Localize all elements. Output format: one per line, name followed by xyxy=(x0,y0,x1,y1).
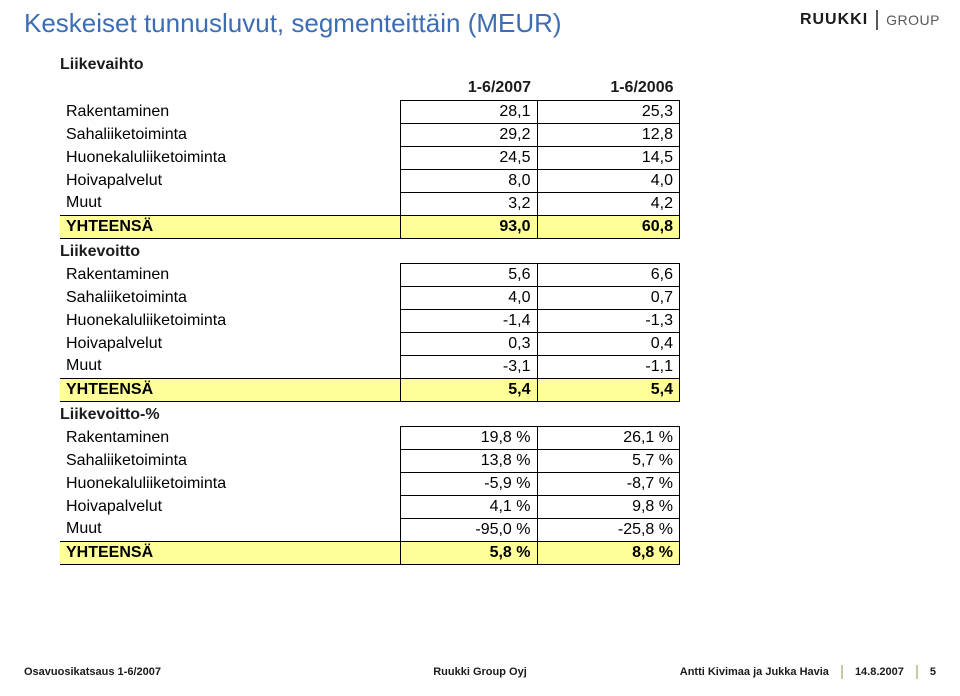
cell-value: 3,2 xyxy=(401,192,537,215)
cell-value: -25,8 % xyxy=(537,518,680,541)
row-label: Huonekaluliiketoiminta xyxy=(60,309,401,332)
section-label-liikevaihto: Liikevaihto xyxy=(60,56,680,74)
row-label: Sahaliiketoiminta xyxy=(60,123,401,146)
cell-value: 12,8 xyxy=(537,123,680,146)
cell-value: 24,5 xyxy=(401,146,537,169)
logo-brand: RUUKKI xyxy=(800,11,868,29)
row-label-total: YHTEENSÄ xyxy=(60,215,401,238)
cell-value: 5,7 % xyxy=(537,449,680,472)
cell-value: 4,0 xyxy=(401,286,537,309)
cell-value: 25,3 xyxy=(537,100,680,123)
cell-value-total: 5,8 % xyxy=(401,541,537,564)
row-label: Hoivapalvelut xyxy=(60,495,401,518)
table-row-total: YHTEENSÄ 93,0 60,8 xyxy=(60,215,680,238)
cell-value: -8,7 % xyxy=(537,472,680,495)
row-label-total: YHTEENSÄ xyxy=(60,541,401,564)
cell-value: 4,0 xyxy=(537,169,680,192)
cell-value: 26,1 % xyxy=(537,426,680,449)
cell-value: 4,2 xyxy=(537,192,680,215)
footer-right: Antti Kivimaa ja Jukka Havia 14.8.2007 5 xyxy=(680,665,936,679)
cell-value: 13,8 % xyxy=(401,449,537,472)
row-label: Hoivapalvelut xyxy=(60,169,401,192)
footer-center: Ruukki Group Oyj xyxy=(433,666,527,678)
row-label: Muut xyxy=(60,518,401,541)
col-header-1: 1-6/2007 xyxy=(401,76,537,100)
table-row: Sahaliiketoiminta 4,0 0,7 xyxy=(60,286,680,309)
cell-value: -95,0 % xyxy=(401,518,537,541)
cell-value: -1,3 xyxy=(537,309,680,332)
cell-value: 14,5 xyxy=(537,146,680,169)
tables-container: Liikevaihto 1-6/2007 1-6/2006 Rakentamin… xyxy=(60,52,680,565)
table-row: Huonekaluliiketoiminta -5,9 % -8,7 % xyxy=(60,472,680,495)
section-label-liikevoitto: Liikevoitto xyxy=(60,243,680,261)
col-header-2: 1-6/2006 xyxy=(537,76,680,100)
row-label: Rakentaminen xyxy=(60,263,401,286)
cell-value: -3,1 xyxy=(401,355,537,378)
table-row: Huonekaluliiketoiminta -1,4 -1,3 xyxy=(60,309,680,332)
section-label-liikevoitto-pct: Liikevoitto-% xyxy=(60,406,680,424)
cell-value-total: 5,4 xyxy=(401,378,537,401)
table-row: Hoivapalvelut 8,0 4,0 xyxy=(60,169,680,192)
row-label: Muut xyxy=(60,355,401,378)
table-row-total: YHTEENSÄ 5,4 5,4 xyxy=(60,378,680,401)
cell-value: 8,0 xyxy=(401,169,537,192)
table-row: Muut -3,1 -1,1 xyxy=(60,355,680,378)
table-row-total: YHTEENSÄ 5,8 % 8,8 % xyxy=(60,541,680,564)
table-row: Muut -95,0 % -25,8 % xyxy=(60,518,680,541)
table-liikevoitto: Rakentaminen 5,6 6,6 Sahaliiketoiminta 4… xyxy=(60,263,680,402)
cell-value: 0,3 xyxy=(401,332,537,355)
footer-authors: Antti Kivimaa ja Jukka Havia xyxy=(680,666,829,678)
footer-divider-icon xyxy=(841,665,843,679)
footer-page: 5 xyxy=(930,666,936,678)
table-row: Sahaliiketoiminta 13,8 % 5,7 % xyxy=(60,449,680,472)
cell-value: 6,6 xyxy=(537,263,680,286)
footer-divider-icon xyxy=(916,665,918,679)
cell-value-total: 93,0 xyxy=(401,215,537,238)
cell-value: 19,8 % xyxy=(401,426,537,449)
table-row: Sahaliiketoiminta 29,2 12,8 xyxy=(60,123,680,146)
cell-value: 0,4 xyxy=(537,332,680,355)
table-header-row: 1-6/2007 1-6/2006 xyxy=(60,76,680,100)
row-label-total: YHTEENSÄ xyxy=(60,378,401,401)
row-label: Hoivapalvelut xyxy=(60,332,401,355)
logo-divider-icon xyxy=(876,10,878,30)
table-liikevaihto: 1-6/2007 1-6/2006 Rakentaminen 28,1 25,3… xyxy=(60,76,680,239)
cell-value: 4,1 % xyxy=(401,495,537,518)
table-row: Rakentaminen 19,8 % 26,1 % xyxy=(60,426,680,449)
footer-left: Osavuosikatsaus 1-6/2007 xyxy=(24,666,161,678)
table-row: Hoivapalvelut 4,1 % 9,8 % xyxy=(60,495,680,518)
row-label: Muut xyxy=(60,192,401,215)
table-row: Rakentaminen 28,1 25,3 xyxy=(60,100,680,123)
table-row: Hoivapalvelut 0,3 0,4 xyxy=(60,332,680,355)
footer: Osavuosikatsaus 1-6/2007 Ruukki Group Oy… xyxy=(0,660,960,684)
cell-value: -1,1 xyxy=(537,355,680,378)
cell-value: 5,6 xyxy=(401,263,537,286)
table-row: Huonekaluliiketoiminta 24,5 14,5 xyxy=(60,146,680,169)
cell-value-total: 5,4 xyxy=(537,378,680,401)
footer-date: 14.8.2007 xyxy=(855,666,904,678)
row-label: Huonekaluliiketoiminta xyxy=(60,146,401,169)
row-label: Sahaliiketoiminta xyxy=(60,286,401,309)
row-label: Rakentaminen xyxy=(60,100,401,123)
cell-value-total: 60,8 xyxy=(537,215,680,238)
row-label: Huonekaluliiketoiminta xyxy=(60,472,401,495)
page-title: Keskeiset tunnusluvut, segmenteittäin (M… xyxy=(24,8,562,39)
cell-value: -1,4 xyxy=(401,309,537,332)
row-label: Sahaliiketoiminta xyxy=(60,449,401,472)
cell-value: 28,1 xyxy=(401,100,537,123)
cell-value: 0,7 xyxy=(537,286,680,309)
cell-value: 9,8 % xyxy=(537,495,680,518)
cell-value-total: 8,8 % xyxy=(537,541,680,564)
row-label: Rakentaminen xyxy=(60,426,401,449)
table-row: Muut 3,2 4,2 xyxy=(60,192,680,215)
cell-value: 29,2 xyxy=(401,123,537,146)
logo-group: RUUKKI GROUP xyxy=(800,10,940,30)
table-liikevoitto-pct: Rakentaminen 19,8 % 26,1 % Sahaliiketoim… xyxy=(60,426,680,565)
table-row: Rakentaminen 5,6 6,6 xyxy=(60,263,680,286)
cell-value: -5,9 % xyxy=(401,472,537,495)
logo-sub: GROUP xyxy=(886,12,940,28)
